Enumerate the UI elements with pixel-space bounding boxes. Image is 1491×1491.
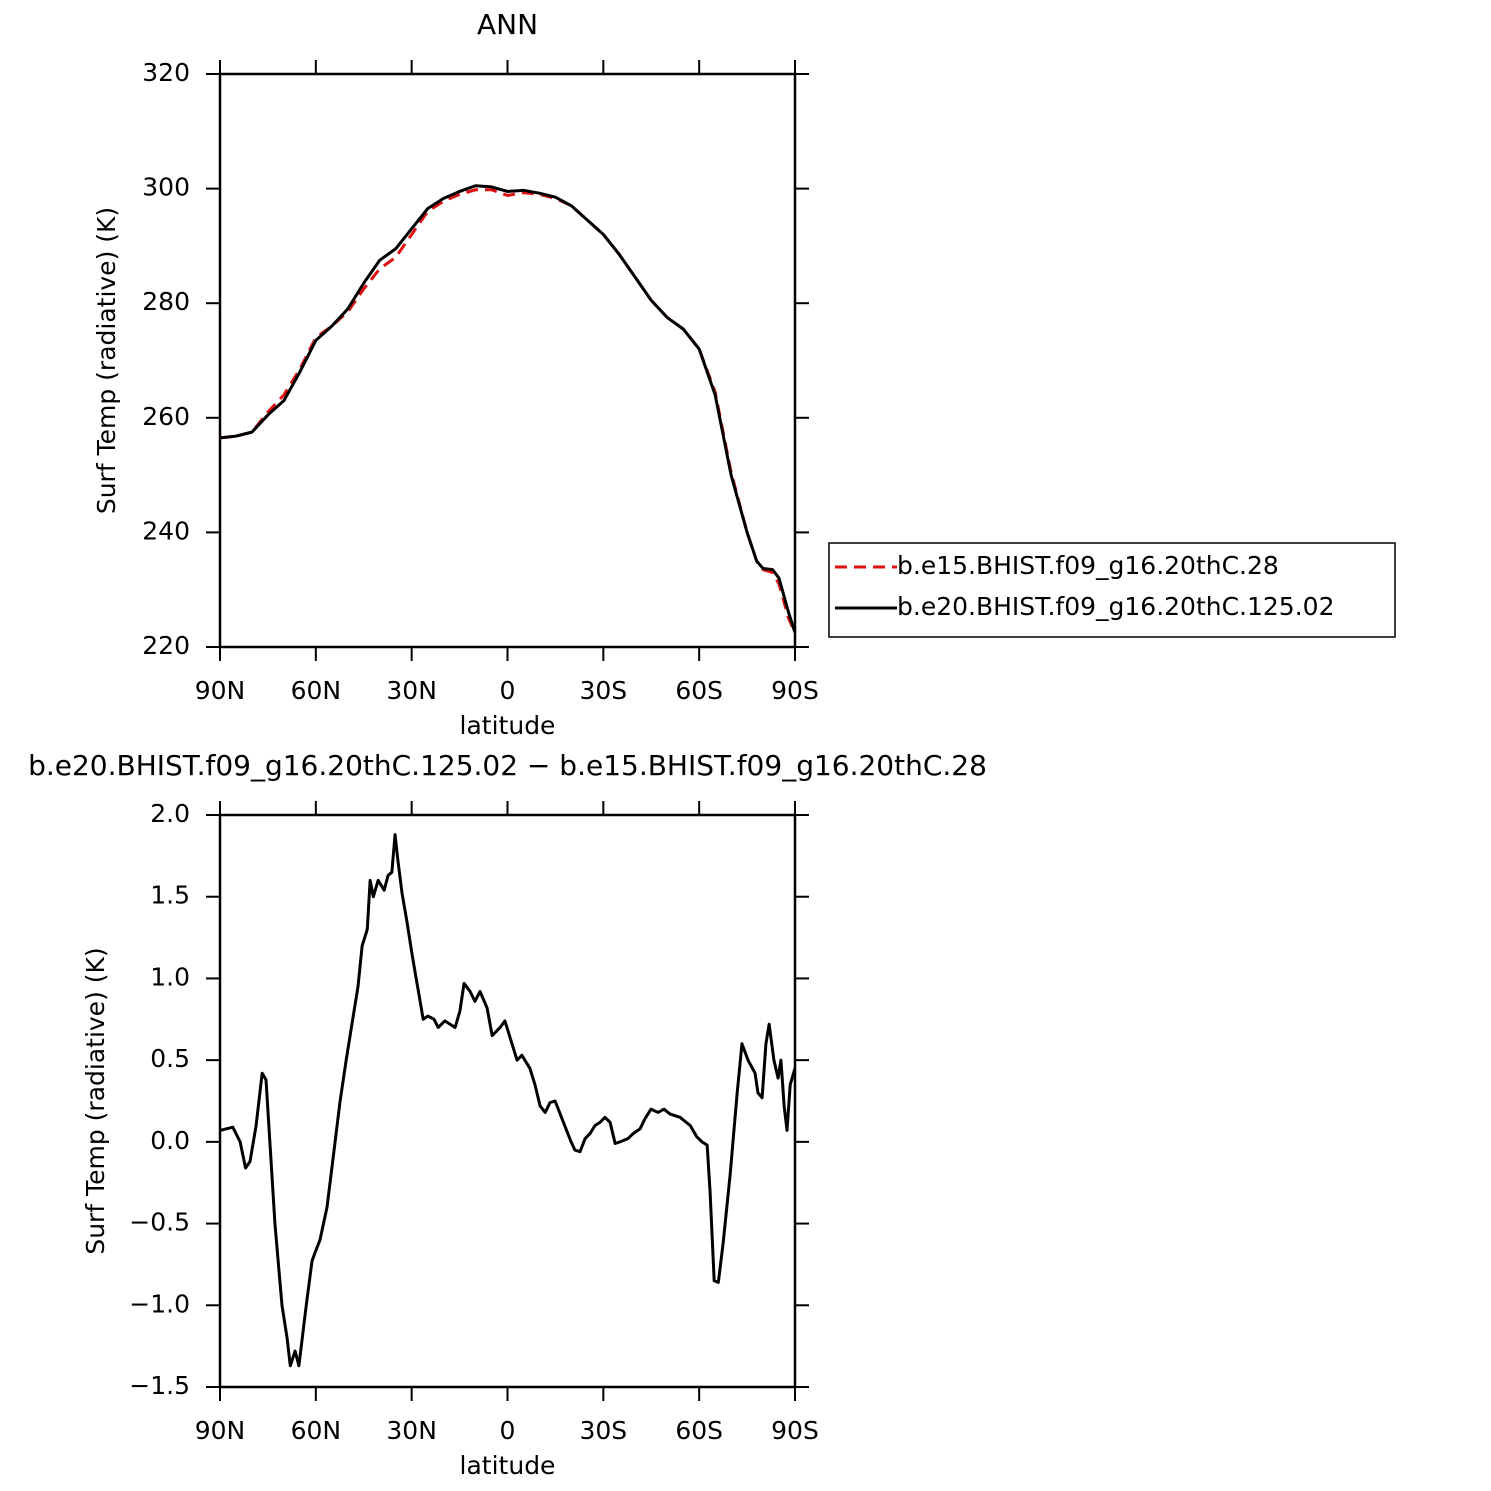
chart-title: b.e20.BHIST.f09_g16.20thC.125.02 − b.e15… (28, 749, 987, 782)
y-tick-label: −1.0 (129, 1289, 190, 1318)
x-tick-label: 30N (386, 1416, 437, 1445)
y-tick-label: 300 (142, 173, 190, 202)
x-tick-label: 0 (500, 676, 516, 705)
data-line (219, 188, 797, 634)
x-axis-label: latitude (460, 711, 556, 740)
x-tick-label: 60N (291, 1416, 342, 1445)
legend-label: b.e20.BHIST.f09_g16.20thC.125.02 (897, 592, 1334, 621)
x-tick-label: 60N (291, 676, 342, 705)
chart-title: ANN (477, 8, 538, 41)
x-tick-label: 90S (771, 1416, 819, 1445)
data-line (219, 833, 797, 1368)
y-tick-label: 240 (142, 516, 190, 545)
x-tick-label: 90S (771, 676, 819, 705)
legend-box (828, 542, 1396, 638)
x-tick-label: 60S (675, 676, 723, 705)
x-tick-label: 60S (675, 1416, 723, 1445)
y-tick-label: −0.5 (129, 1208, 190, 1237)
y-tick-label: 0.5 (150, 1044, 190, 1073)
y-axis-label: Surf Temp (radiative) (K) (81, 947, 110, 1254)
y-axis-label: Surf Temp (radiative) (K) (92, 207, 121, 514)
x-tick-label: 30S (579, 1416, 627, 1445)
y-tick-label: 280 (142, 287, 190, 316)
y-tick-label: 220 (142, 631, 190, 660)
x-tick-label: 0 (500, 1416, 516, 1445)
y-tick-label: 320 (142, 58, 190, 87)
y-tick-label: 1.5 (150, 881, 190, 910)
data-line (219, 184, 797, 634)
y-tick-label: 1.0 (150, 962, 190, 991)
y-tick-label: 260 (142, 402, 190, 431)
x-tick-label: 90N (195, 1416, 246, 1445)
x-axis-label: latitude (460, 1451, 556, 1480)
x-tick-label: 90N (195, 676, 246, 705)
legend-label: b.e15.BHIST.f09_g16.20thC.28 (897, 551, 1279, 580)
x-tick-label: 30N (386, 676, 437, 705)
x-tick-label: 30S (579, 676, 627, 705)
y-tick-label: −1.5 (129, 1371, 190, 1400)
y-tick-label: 2.0 (150, 799, 190, 828)
y-tick-label: 0.0 (150, 1126, 190, 1155)
